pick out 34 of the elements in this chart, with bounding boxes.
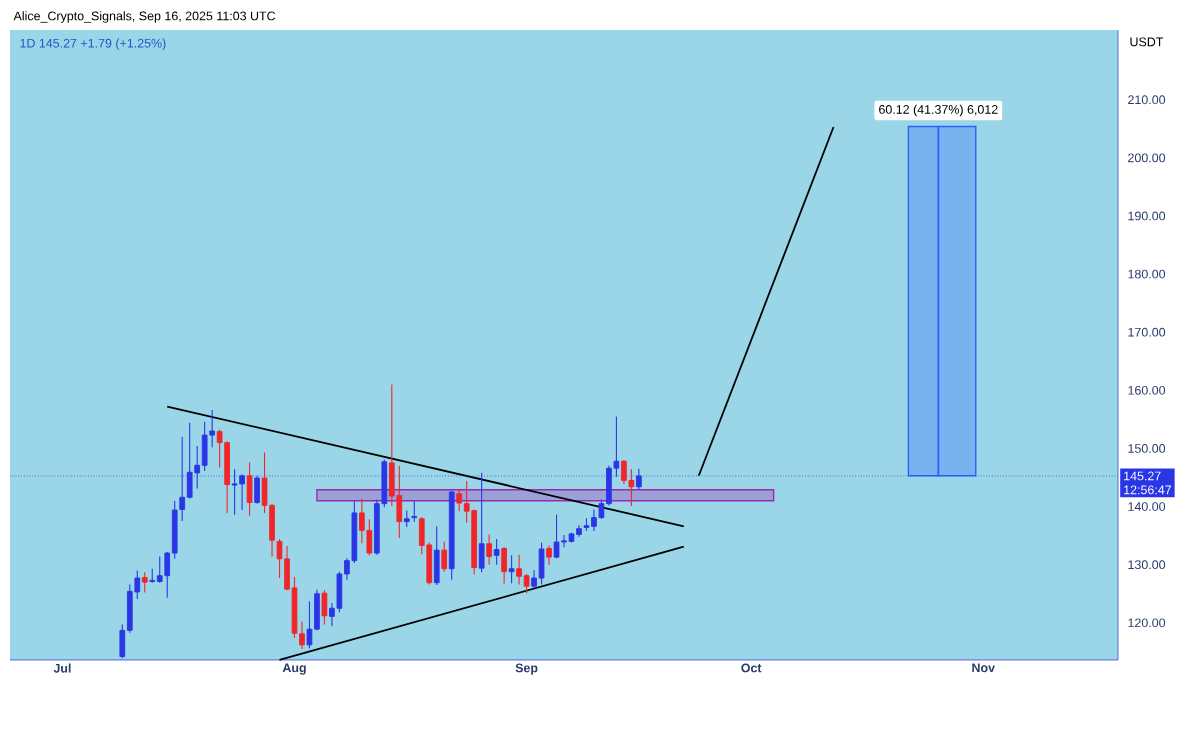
x-tick-label: Nov [972,663,995,673]
ref-line-label: 145.27 [1124,471,1161,481]
y-tick-label: 180.00 [1128,269,1166,279]
candlestick [508,554,515,584]
candlestick [456,489,463,512]
y-tick-label: 140.00 [1128,502,1166,511]
y-axis-title: USDT [1130,37,1164,47]
y-tick-label: 150.00 [1128,444,1166,453]
candlestick [321,589,328,626]
candlestick [546,544,552,566]
candlestick [531,569,537,590]
annotation: 60.12 (41.37%) 6,012 [879,104,998,117]
text: 12:56:47 [1124,485,1172,495]
candlestick [523,573,530,594]
y-tick-label: 130.00 [1128,560,1166,570]
text: 1D 145.27 +1.79 (+1.25%) [20,38,166,51]
y-tick-label: 170.00 [1128,327,1166,337]
x-tick-label: Jul [53,663,71,673]
candlestick [441,540,448,573]
candlestick [501,546,507,585]
candlestick [141,571,148,594]
y-tick-label: 120.00 [1128,618,1166,628]
candlestick [493,538,500,566]
x-tick-label: Aug [282,663,306,675]
candlestick [411,500,418,523]
y-tick-label: 210.00 [1128,95,1166,105]
y-tick-label: 190.00 [1128,211,1166,221]
y-tick-label: 160.00 [1128,385,1166,395]
x-tick-label: Oct [741,663,762,673]
x-tick-label: Sep [515,663,538,675]
candlestick [516,554,522,585]
chart-title: Alice_Crypto_Signals, Sep 16, 2025 11:03 UTC [13,11,276,23]
candlestick [486,533,492,566]
y-tick-label: 200.00 [1128,153,1166,163]
